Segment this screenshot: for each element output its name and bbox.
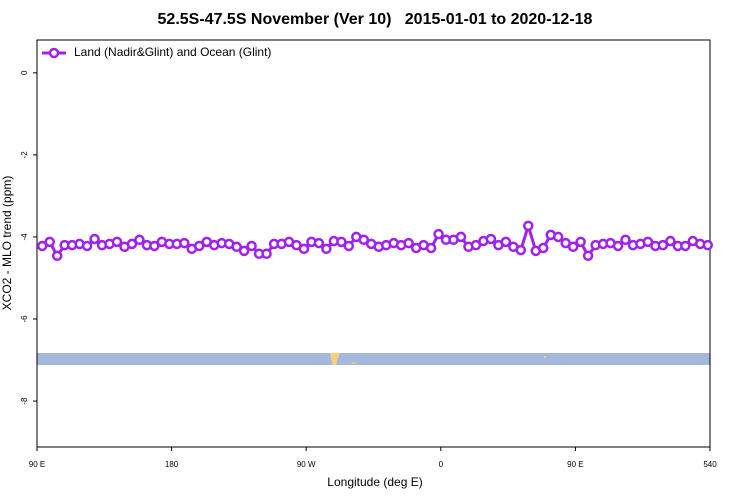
data-point: [149, 240, 160, 252]
data-point: [575, 236, 586, 248]
data-point: [455, 231, 467, 243]
data-point: [433, 228, 444, 240]
data-point: [126, 238, 138, 250]
y-tick-label: -8: [20, 397, 29, 405]
data-point: [111, 236, 123, 248]
data-point: [612, 240, 624, 252]
data-point: [134, 234, 145, 246]
data-point: [179, 237, 190, 249]
data-point: [500, 236, 512, 248]
legend-label: Land (Nadir&Glint) and Ocean (Glint): [74, 45, 271, 59]
data-point: [358, 234, 370, 246]
x-tick-label: 0: [439, 460, 444, 469]
x-tick-label: 180: [165, 460, 179, 469]
data-point: [552, 231, 564, 243]
y-tick-label: -6: [20, 315, 29, 323]
data-point: [246, 240, 257, 252]
y-axis-label: XCO2 - MLO trend (ppm): [0, 176, 14, 311]
data-point: [425, 242, 437, 254]
data-point: [485, 233, 497, 245]
data-point: [665, 235, 676, 247]
x-tick-label: 90 E: [29, 460, 45, 469]
data-point: [680, 240, 691, 252]
data-point: [515, 244, 527, 256]
data-point: [51, 250, 63, 262]
data-point: [238, 245, 250, 257]
data-point: [89, 233, 100, 245]
data-point: [657, 239, 669, 251]
x-tick-label: 540: [703, 460, 717, 469]
data-point: [343, 240, 355, 252]
x-axis-label: Longitude (deg E): [327, 475, 422, 489]
data-point: [313, 237, 325, 249]
data-point: [702, 239, 714, 251]
x-tick-label: 90 W: [297, 460, 316, 469]
legend-marker: [48, 47, 60, 59]
y-tick-label: -2: [20, 151, 29, 159]
data-point: [81, 240, 93, 252]
data-point: [642, 236, 654, 248]
data-point: [231, 241, 242, 253]
data-point: [582, 250, 594, 262]
data-point: [567, 241, 579, 253]
map-strip: [37, 353, 710, 365]
data-point: [336, 236, 347, 248]
chart-title: 52.5S-47.5S November (Ver 10) 2015-01-01…: [158, 11, 593, 28]
data-point: [261, 248, 272, 260]
data-point: [537, 242, 549, 254]
data-point: [403, 237, 414, 249]
data-point: [523, 220, 534, 232]
data-point: [44, 236, 55, 248]
data-point: [620, 234, 631, 246]
data-point: [321, 243, 332, 255]
data-point: [470, 239, 482, 251]
y-tick-label: 0: [20, 70, 29, 75]
y-tick-label: -4: [20, 233, 29, 241]
data-point: [298, 243, 310, 255]
data-point: [194, 240, 205, 252]
x-tick-label: 90 E: [567, 460, 583, 469]
data-point: [36, 240, 48, 252]
